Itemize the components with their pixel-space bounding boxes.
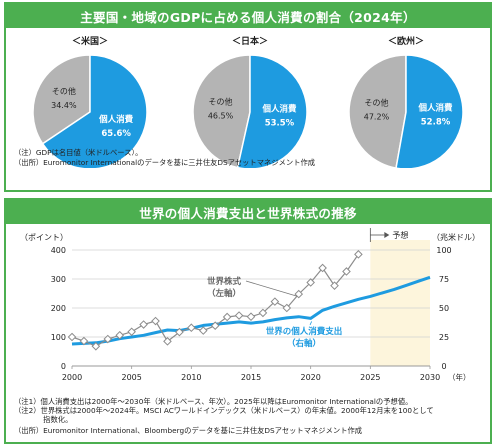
right-tick-label: 75 bbox=[439, 275, 449, 284]
left-tick-label: 100 bbox=[51, 333, 66, 342]
stock-data-point bbox=[163, 337, 172, 346]
pie-slice-consumption bbox=[395, 54, 464, 168]
left-tick-label: 200 bbox=[51, 304, 66, 313]
forecast-arrow-head bbox=[384, 232, 390, 238]
pie-slice-other bbox=[192, 54, 251, 168]
pie-label-other: その他 bbox=[52, 86, 76, 96]
consumption-series-line bbox=[71, 275, 431, 346]
gdp-share-title: 主要国・地域のGDPに占める個人消費の割合（2024年） bbox=[6, 4, 490, 28]
x-tick-label: 2005 bbox=[121, 373, 141, 382]
pie-slice-consumption bbox=[41, 54, 148, 168]
right-tick-label: 50 bbox=[439, 304, 449, 313]
pie-slice-other bbox=[348, 54, 407, 168]
x-tick-label: 2015 bbox=[241, 373, 261, 382]
stock-data-point bbox=[318, 263, 327, 273]
consumption-stock-title: 世界の個人消費支出と世界株式の推移 bbox=[6, 200, 490, 224]
stock-data-point bbox=[67, 332, 77, 342]
consumption-series-label: 世界の個人消費支出 bbox=[266, 326, 343, 337]
pie-label-other: その他 bbox=[209, 97, 233, 107]
top-note-source: （出所）Euromonitor Internationalのデータを基に三井住友… bbox=[14, 158, 316, 167]
right-tick-label: 25 bbox=[439, 333, 449, 342]
right-tick-label: 0 bbox=[441, 362, 446, 371]
x-tick-label: 2030 bbox=[420, 373, 440, 382]
forecast-label: 予想 bbox=[392, 230, 408, 240]
stock-data-point bbox=[175, 327, 184, 337]
left-tick-label: 400 bbox=[51, 246, 66, 255]
stock-series-label: 世界株式 bbox=[207, 276, 242, 287]
stock-data-point bbox=[282, 303, 292, 313]
pie-charts: ＜米国＞ 個人消費 65.6% その他 34.4% ＜日本＞ 個人消費 53.5% その他 46.… bbox=[32, 35, 464, 168]
right-axis-label: （兆米ドル） bbox=[432, 232, 480, 242]
stock-data-point bbox=[127, 327, 136, 337]
x-tick-label: 2000 bbox=[62, 373, 82, 382]
pie-label-other: その他 bbox=[364, 97, 388, 107]
stock-data-point bbox=[246, 312, 256, 322]
forecast-region bbox=[370, 240, 430, 366]
stock-data-point bbox=[103, 334, 113, 344]
stock-data-point bbox=[342, 267, 351, 276]
stock-data-point bbox=[198, 326, 208, 335]
stock-data-point bbox=[258, 308, 268, 318]
bottom-note-2: （注2）世界株式は2000年～2024年。MSCI ACワールドインデックス（米… bbox=[14, 406, 434, 415]
stock-data-point bbox=[91, 341, 101, 351]
bottom-note-source: （出所）Euromonitor International、Bloombergの… bbox=[14, 426, 363, 435]
stock-data-point bbox=[79, 336, 89, 346]
stock-data-point bbox=[187, 323, 196, 333]
line-chart: 0 100 200 300 400 0 25 50 75 100 2000 2005 2010 2015 2… bbox=[20, 228, 480, 382]
stock-data-point bbox=[222, 312, 232, 322]
pie-value-other: 34.4% bbox=[51, 101, 77, 110]
pie-label-consumption: 個人消費 bbox=[98, 114, 134, 125]
bottom-note-2-cont: 指数化。 bbox=[14, 415, 73, 424]
bottom-note-1: （注1）個人消費支出は2000年～2030年（米ドルベース、年次）。2025年以… bbox=[14, 397, 413, 406]
pie-region-label: ＜米国＞ bbox=[72, 35, 108, 47]
consumption-series-axis-label: （右軸） bbox=[287, 338, 321, 349]
gdp-share-panel: 主要国・地域のGDPに占める個人消費の割合（2024年） ＜米国＞ 個人消費 65.… bbox=[4, 2, 492, 192]
x-axis-unit: （年） bbox=[448, 372, 471, 382]
top-note-1: （注）GDPは名目値（米ドルベース）。 bbox=[14, 148, 143, 157]
pie-region-label: ＜日本＞ bbox=[232, 35, 268, 47]
stock-data-point bbox=[139, 320, 148, 329]
stock-series-axis-label: （左軸） bbox=[207, 288, 241, 299]
pie-value-other: 46.5% bbox=[208, 112, 234, 121]
pie-label-consumption: 個人消費 bbox=[261, 103, 297, 114]
stock-data-point bbox=[354, 250, 363, 259]
stock-data-point bbox=[330, 281, 339, 290]
stock-data-point bbox=[270, 297, 280, 306]
consumption-stock-panel: 世界の個人消費支出と世界株式の推移 0 100 200 300 400 0 25 50 75 10… bbox=[4, 198, 492, 444]
pie-value-consumption: 52.8% bbox=[421, 118, 451, 128]
right-tick-label: 100 bbox=[436, 246, 451, 255]
pie-value-other: 47.2% bbox=[364, 112, 390, 121]
pie-region-label: ＜欧州＞ bbox=[388, 35, 424, 47]
stock-data-point bbox=[234, 311, 244, 320]
pie-label-consumption: 個人消費 bbox=[418, 103, 454, 114]
left-tick-label: 0 bbox=[61, 362, 66, 371]
stock-label-leader bbox=[245, 280, 297, 297]
stock-data-point bbox=[151, 316, 160, 326]
consumption-label-leader bbox=[309, 321, 313, 326]
x-tick-label: 2010 bbox=[181, 373, 201, 382]
pie-value-consumption: 65.6% bbox=[101, 129, 131, 139]
stock-data-point bbox=[294, 289, 304, 299]
left-tick-label: 300 bbox=[51, 275, 66, 284]
stock-data-point bbox=[115, 330, 125, 340]
stock-data-point bbox=[210, 321, 220, 330]
pie-slice-other bbox=[32, 54, 91, 145]
x-tick-label: 2025 bbox=[360, 373, 380, 382]
left-axis-label: （ポイント） bbox=[20, 233, 68, 242]
pie-value-consumption: 53.5% bbox=[265, 118, 295, 128]
pie-slice-consumption bbox=[236, 54, 308, 168]
stock-data-point bbox=[306, 278, 315, 287]
x-tick-label: 2020 bbox=[300, 373, 320, 382]
